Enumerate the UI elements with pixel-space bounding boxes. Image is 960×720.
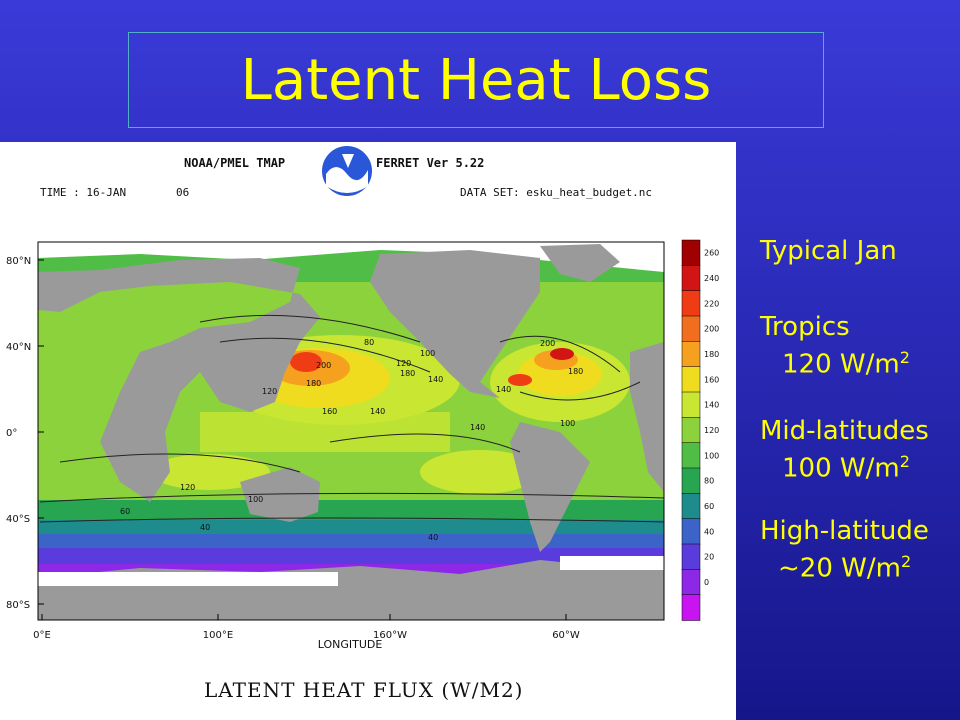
colorbar-swatch [681,442,701,469]
tropics-exponent: 2 [899,348,910,367]
colorbar-tick-label: 20 [704,553,714,562]
contour-label: 140 [428,375,443,384]
contour-label: 140 [496,385,511,394]
colorbar-tick-label: 220 [704,299,719,308]
time-value: 06 [176,186,190,199]
mid-latitudes-label: Mid-latitudes [760,416,929,446]
colorbar-tick-label: 120 [704,426,719,435]
contour-label: 120 [180,483,195,492]
x-tick-label: 100°E [203,630,233,641]
colorbar-swatch [681,594,701,621]
contour-label: 160 [322,407,337,416]
x-tick-label: 160°W [373,630,407,641]
colorbar-tick-label: 40 [704,527,714,536]
contour-label: 100 [248,495,263,504]
contour-label: 80 [364,338,374,347]
variable-label: LATENT HEAT FLUX (W/M2) [204,678,524,702]
typical-jan-label: Typical Jan [760,236,897,266]
contour-label: 100 [420,349,435,358]
colorbar-swatch [681,265,701,292]
colorbar-swatch [681,569,701,596]
y-tick-label: 80°N [6,256,31,267]
high-latitude-label: High-latitude [760,516,929,546]
tropics-value: 120 W/m2 [782,348,910,380]
contour-label: 120 [262,387,277,396]
y-tick-label: 80°S [6,600,30,611]
colorbar-tick-label: 60 [704,502,714,511]
noaa-logo-icon [322,146,372,196]
colorbar-swatch [681,315,701,343]
colorbar-swatch [681,341,701,368]
contour-label: 40 [428,533,438,542]
map-field [38,242,664,620]
y-tick-label: 0° [6,428,17,439]
contour-label: 60 [120,507,130,516]
mid-exponent: 2 [899,452,910,471]
contour-label: 140 [370,407,385,416]
y-axis-ticks: 80°N 40°N 0° 40°S 80°S [6,256,44,611]
colorbar-swatch [681,493,701,520]
colorbar-swatch [681,417,701,444]
contour-label: 180 [568,367,583,376]
high-latitude-value: ~20 W/m2 [778,552,911,584]
contour-label: 120 [396,359,411,368]
slide-title: Latent Heat Loss [240,47,712,113]
tropics-value-text: 120 W/m [782,349,900,380]
colorbar-tick-label: 180 [704,350,719,359]
colorbar-swatch [681,467,701,495]
time-label: TIME : 16-JAN [40,186,127,199]
x-axis-ticks: 0°E 100°E 160°W 60°W [33,614,580,641]
colorbar-swatch [681,366,701,393]
colorbar-tick-label: 240 [704,274,719,283]
contour-label: 180 [306,379,321,388]
contour-label: 200 [316,361,331,370]
contour-label: 140 [470,423,485,432]
contour-label: 100 [560,419,575,428]
contour-label: 180 [400,369,415,378]
high-value-text: ~20 W/m [778,553,901,584]
mid-value-text: 100 W/m [782,453,900,484]
tropics-label: Tropics [760,312,850,342]
colorbar-swatch [681,543,701,571]
colorbar-tick-label: 260 [704,249,719,258]
colorbar-swatch [681,239,701,267]
colorbar-tick-label: 140 [704,401,719,410]
colorbar-swatch [681,518,701,545]
latent-heat-map-figure: NOAA/PMEL TMAP FERRET Ver 5.22 TIME : 16… [0,142,736,720]
colorbar-swatch [681,391,701,419]
header-left: NOAA/PMEL TMAP [184,156,286,170]
colorbar-tick-label: 100 [704,451,719,460]
y-tick-label: 40°S [6,514,30,525]
colorbar-tick-label: 0 [704,578,709,587]
y-tick-label: 40°N [6,342,31,353]
header-right: FERRET Ver 5.22 [376,156,485,170]
contour-label: 200 [540,339,555,348]
high-exponent: 2 [900,552,912,571]
x-tick-label: 0°E [33,630,51,641]
colorbar-tick-label: 160 [704,375,719,384]
colorbar-tick-label: 200 [704,325,719,334]
x-axis-label: LONGITUDE [318,638,383,651]
colorbar-swatch [681,290,701,317]
contour-label: 40 [200,523,210,532]
x-tick-label: 60°W [552,630,580,641]
mid-latitudes-value: 100 W/m2 [782,452,910,484]
dataset-label: DATA SET: esku_heat_budget.nc [460,186,653,199]
title-box: Latent Heat Loss [128,32,824,128]
colorbar-tick-label: 80 [704,477,714,486]
